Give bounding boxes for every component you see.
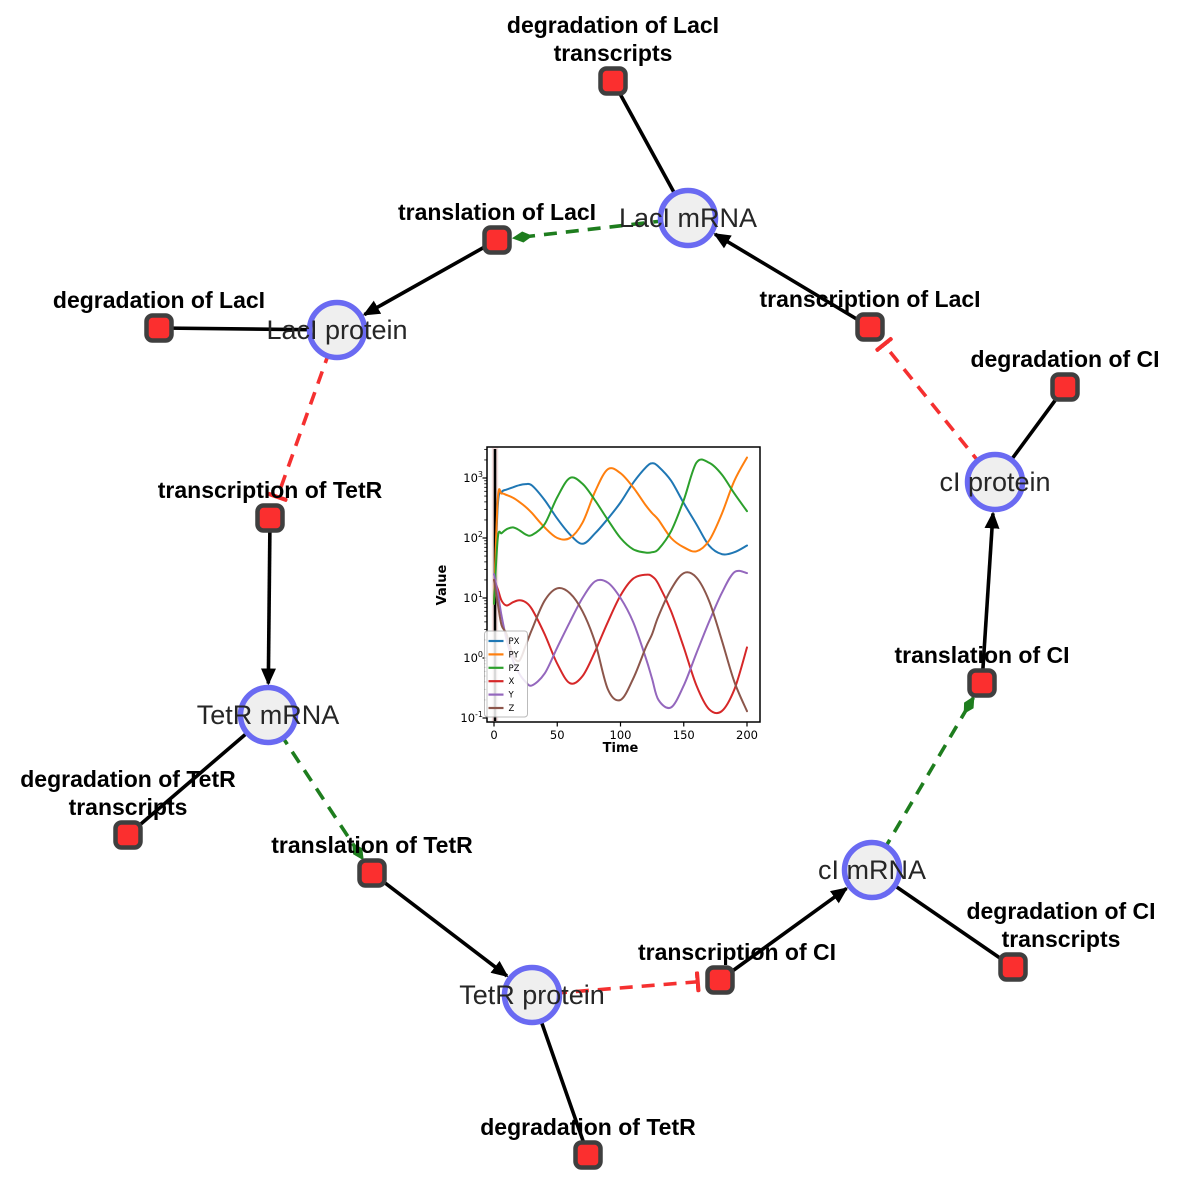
y-tick-label: 100 [463,650,483,665]
reaction-node-txn-tetr[interactable] [255,503,285,533]
species-label-laci-protein: LacI protein [266,315,407,345]
series-line-px [493,462,748,605]
edge-reactant-tetr-mrna-deg-tetr-tx [126,713,270,837]
reaction-node-deg-laci-tx[interactable] [598,66,628,96]
series-line-x [493,573,748,715]
reaction-label-deg-tetr: degradation of TetR [480,1114,696,1140]
reaction-node-deg-tetr-tx[interactable] [113,820,143,850]
legend-label-pz: PZ [509,664,520,674]
reaction-label-deg-laci-tx: degradation of LacI [507,12,719,38]
simulation-inset-chart: 0 50 100 150 200 10-1 100 101 102 103 PX PY PZ XYZ Tim… [435,446,761,756]
label-layer: degradation of LacItranscriptstranslatio… [20,12,1159,1140]
y-tick-label: 10-1 [460,710,483,725]
species-label-laci-mrna: LacI mRNA [619,203,757,233]
reaction-label-txn-tetr: transcription of TetR [158,477,383,503]
reaction-label-deg-ci-tx: transcripts [1002,926,1121,952]
species-label-tetr-mrna: TetR mRNA [197,700,340,730]
reaction-label-txn-laci: transcription of LacI [759,286,980,312]
reaction-label-deg-tetr-tx: transcripts [69,794,188,820]
chart-plot-area [487,447,760,722]
species-node-tetr-mrna[interactable] [237,684,299,746]
node-layer [113,66,1080,1170]
species-node-ci-protein[interactable] [964,451,1026,513]
reaction-label-deg-ci: degradation of CI [970,346,1159,372]
reaction-node-deg-ci[interactable] [1050,372,1080,402]
y-tick-label: 101 [463,590,483,605]
x-axis-label: Time [603,741,639,756]
reaction-node-transl-ci[interactable] [967,668,997,698]
edge-product-transl-laci-laci-protein [362,238,498,317]
reaction-label-deg-laci-tx: transcripts [554,40,673,66]
x-tick-label: 50 [550,728,565,742]
edge-product-transl-tetr-tetr-protein [370,871,509,978]
chart-axes-box [486,446,761,723]
reaction-label-transl-ci: translation of CI [894,642,1069,668]
species-node-laci-mrna[interactable] [657,187,719,249]
reaction-label-deg-laci: degradation of LacI [53,287,265,313]
reaction-node-txn-laci[interactable] [855,312,885,342]
reaction-node-txn-ci[interactable] [705,965,735,995]
reaction-node-transl-tetr[interactable] [357,858,387,888]
species-node-ci-mrna[interactable] [841,839,903,901]
reaction-label-deg-ci-tx: degradation of CI [966,898,1155,924]
legend-label-x: X [509,677,515,687]
reaction-node-deg-ci-tx[interactable] [998,952,1028,982]
reaction-label-deg-tetr-tx: degradation of TetR [20,766,236,792]
x-tick-label: 100 [610,728,632,742]
y-axis-label: Value [435,564,450,605]
reaction-node-deg-tetr[interactable] [573,1140,603,1170]
species-label-ci-mrna: cI mRNA [818,855,926,885]
reaction-label-txn-ci: transcription of CI [638,939,836,965]
series-line-py [493,456,748,605]
species-node-laci-protein[interactable] [306,299,368,361]
edge-product-transl-ci-ci-protein [980,511,1000,684]
y-tick-label: 102 [463,530,483,545]
reaction-label-transl-tetr: translation of TetR [271,832,473,858]
x-tick-label: 0 [490,728,497,742]
chart-legend [484,630,528,718]
species-label-tetr-protein: TetR protein [459,980,605,1010]
series-line-pz [493,458,748,605]
x-tick-label: 200 [736,728,758,742]
species-label-ci-protein: cI protein [939,467,1050,497]
reaction-node-deg-laci[interactable] [144,313,174,343]
edge-product-txn-laci-laci-mrna [713,232,871,329]
legend-label-z: Z [509,704,515,714]
legend-label-y: Y [508,691,515,701]
species-node-tetr-protein[interactable] [501,964,563,1026]
reaction-node-transl-laci[interactable] [482,225,512,255]
y-tick-label: 103 [463,470,483,485]
reaction-label-transl-laci: translation of LacI [398,199,596,225]
edge-modifier-ci-mrna-transl-ci [870,695,975,871]
edge-product-txn-ci-ci-mrna [718,887,849,982]
legend-label-px: PX [509,637,520,647]
legend-label-py: PY [509,650,520,660]
x-tick-label: 150 [673,728,695,742]
edge-product-txn-tetr-tetr-mrna [260,517,276,686]
